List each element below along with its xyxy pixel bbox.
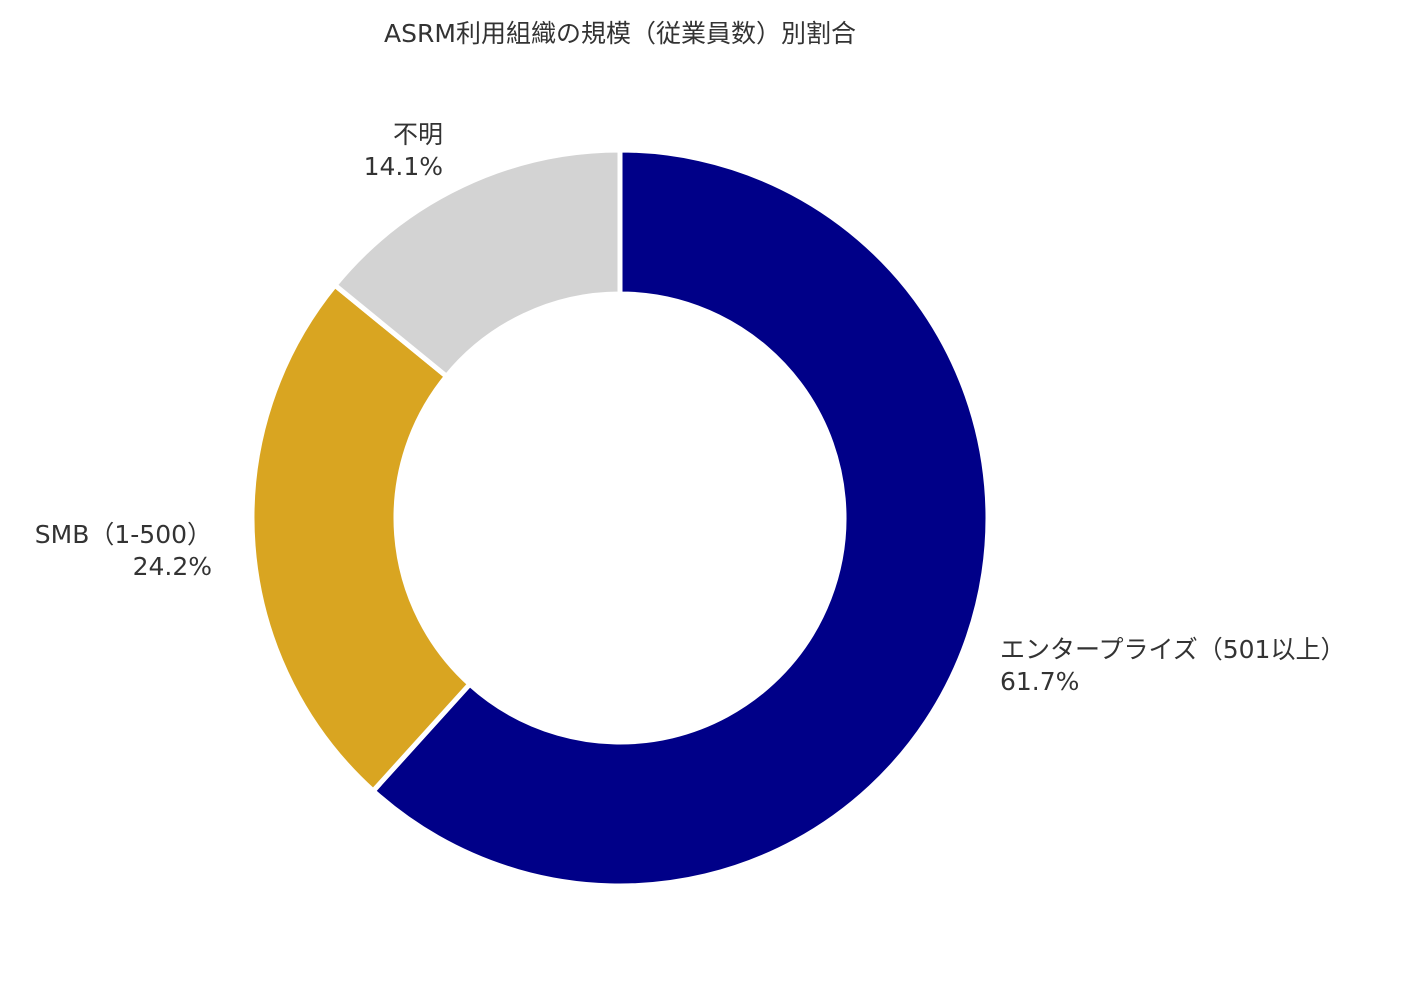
slice-value-label-1: 24.2% — [133, 552, 212, 581]
slices-layer — [249, 147, 991, 889]
slice-label-1: SMB（1-500） — [35, 520, 212, 549]
slice-1 — [249, 281, 474, 795]
chart-title: ASRM利用組織の規模（従業員数）別割合 — [384, 19, 856, 48]
slice-label-0: エンタープライズ（501以上） — [1000, 635, 1345, 664]
labels-layer: エンタープライズ（501以上） 61.7% SMB（1-500） 24.2% 不明 14.… — [35, 120, 1346, 696]
slice-value-label-0: 61.7% — [1000, 667, 1079, 696]
slice-value-label-2: 14.1% — [364, 152, 443, 181]
slice-0 — [369, 147, 991, 889]
slice-label-2: 不明 — [393, 120, 443, 149]
slice-2 — [331, 147, 623, 380]
